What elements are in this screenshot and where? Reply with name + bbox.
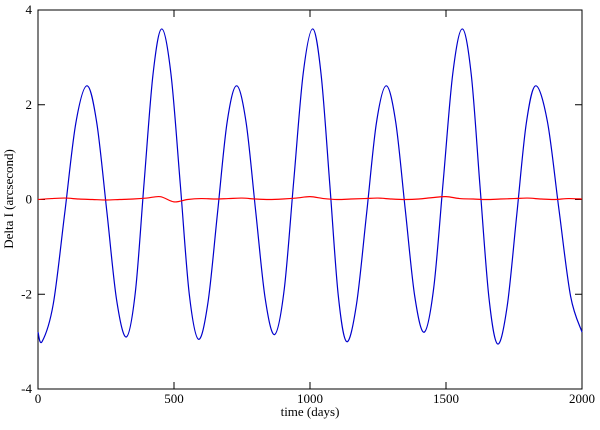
data-line <box>37 28 583 345</box>
y-tick-label: 4 <box>26 2 33 17</box>
x-tick-label: 1500 <box>433 391 459 406</box>
y-tick-label: -4 <box>21 381 32 396</box>
x-tick-label: 500 <box>164 391 184 406</box>
x-axis-label: time (days) <box>281 404 340 419</box>
data-line <box>37 195 583 203</box>
x-tick-label: 2000 <box>569 391 595 406</box>
y-axis-label: Delta I (arcsecond) <box>1 149 16 249</box>
y-tick-label: 2 <box>26 97 33 112</box>
x-tick-label: 0 <box>35 391 42 406</box>
x-tick-label: 1000 <box>297 391 323 406</box>
y-tick-label: 0 <box>26 192 33 207</box>
y-tick-label: -2 <box>21 286 32 301</box>
